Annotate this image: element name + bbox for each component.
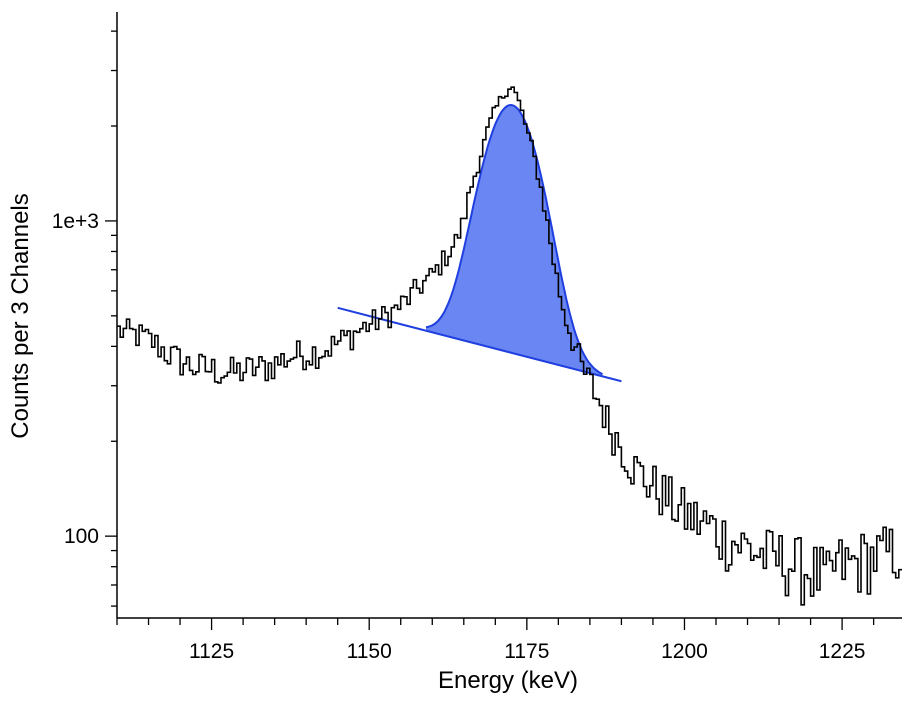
fit-peak-area bbox=[426, 105, 603, 377]
x-tick-label: 1150 bbox=[347, 640, 392, 663]
y-tick-label: 1e+3 bbox=[52, 210, 99, 233]
x-tick-label: 1225 bbox=[819, 640, 866, 663]
x-tick-label: 1125 bbox=[189, 640, 234, 663]
x-axis-title: Energy (keV) bbox=[438, 667, 578, 694]
x-tick-label: 1200 bbox=[661, 640, 708, 663]
fit-background-line bbox=[337, 306, 622, 383]
plot-area bbox=[117, 86, 902, 606]
y-axis-title: Counts per 3 Channels bbox=[7, 193, 34, 438]
axes: 1125 1150 1175 1200 1225 100 1e+3 bbox=[52, 12, 902, 663]
spectrum-histogram-line bbox=[117, 86, 902, 606]
x-tick-label: 1175 bbox=[504, 640, 549, 663]
y-tick-label: 100 bbox=[64, 525, 99, 548]
fit-peak-curve bbox=[425, 103, 603, 376]
